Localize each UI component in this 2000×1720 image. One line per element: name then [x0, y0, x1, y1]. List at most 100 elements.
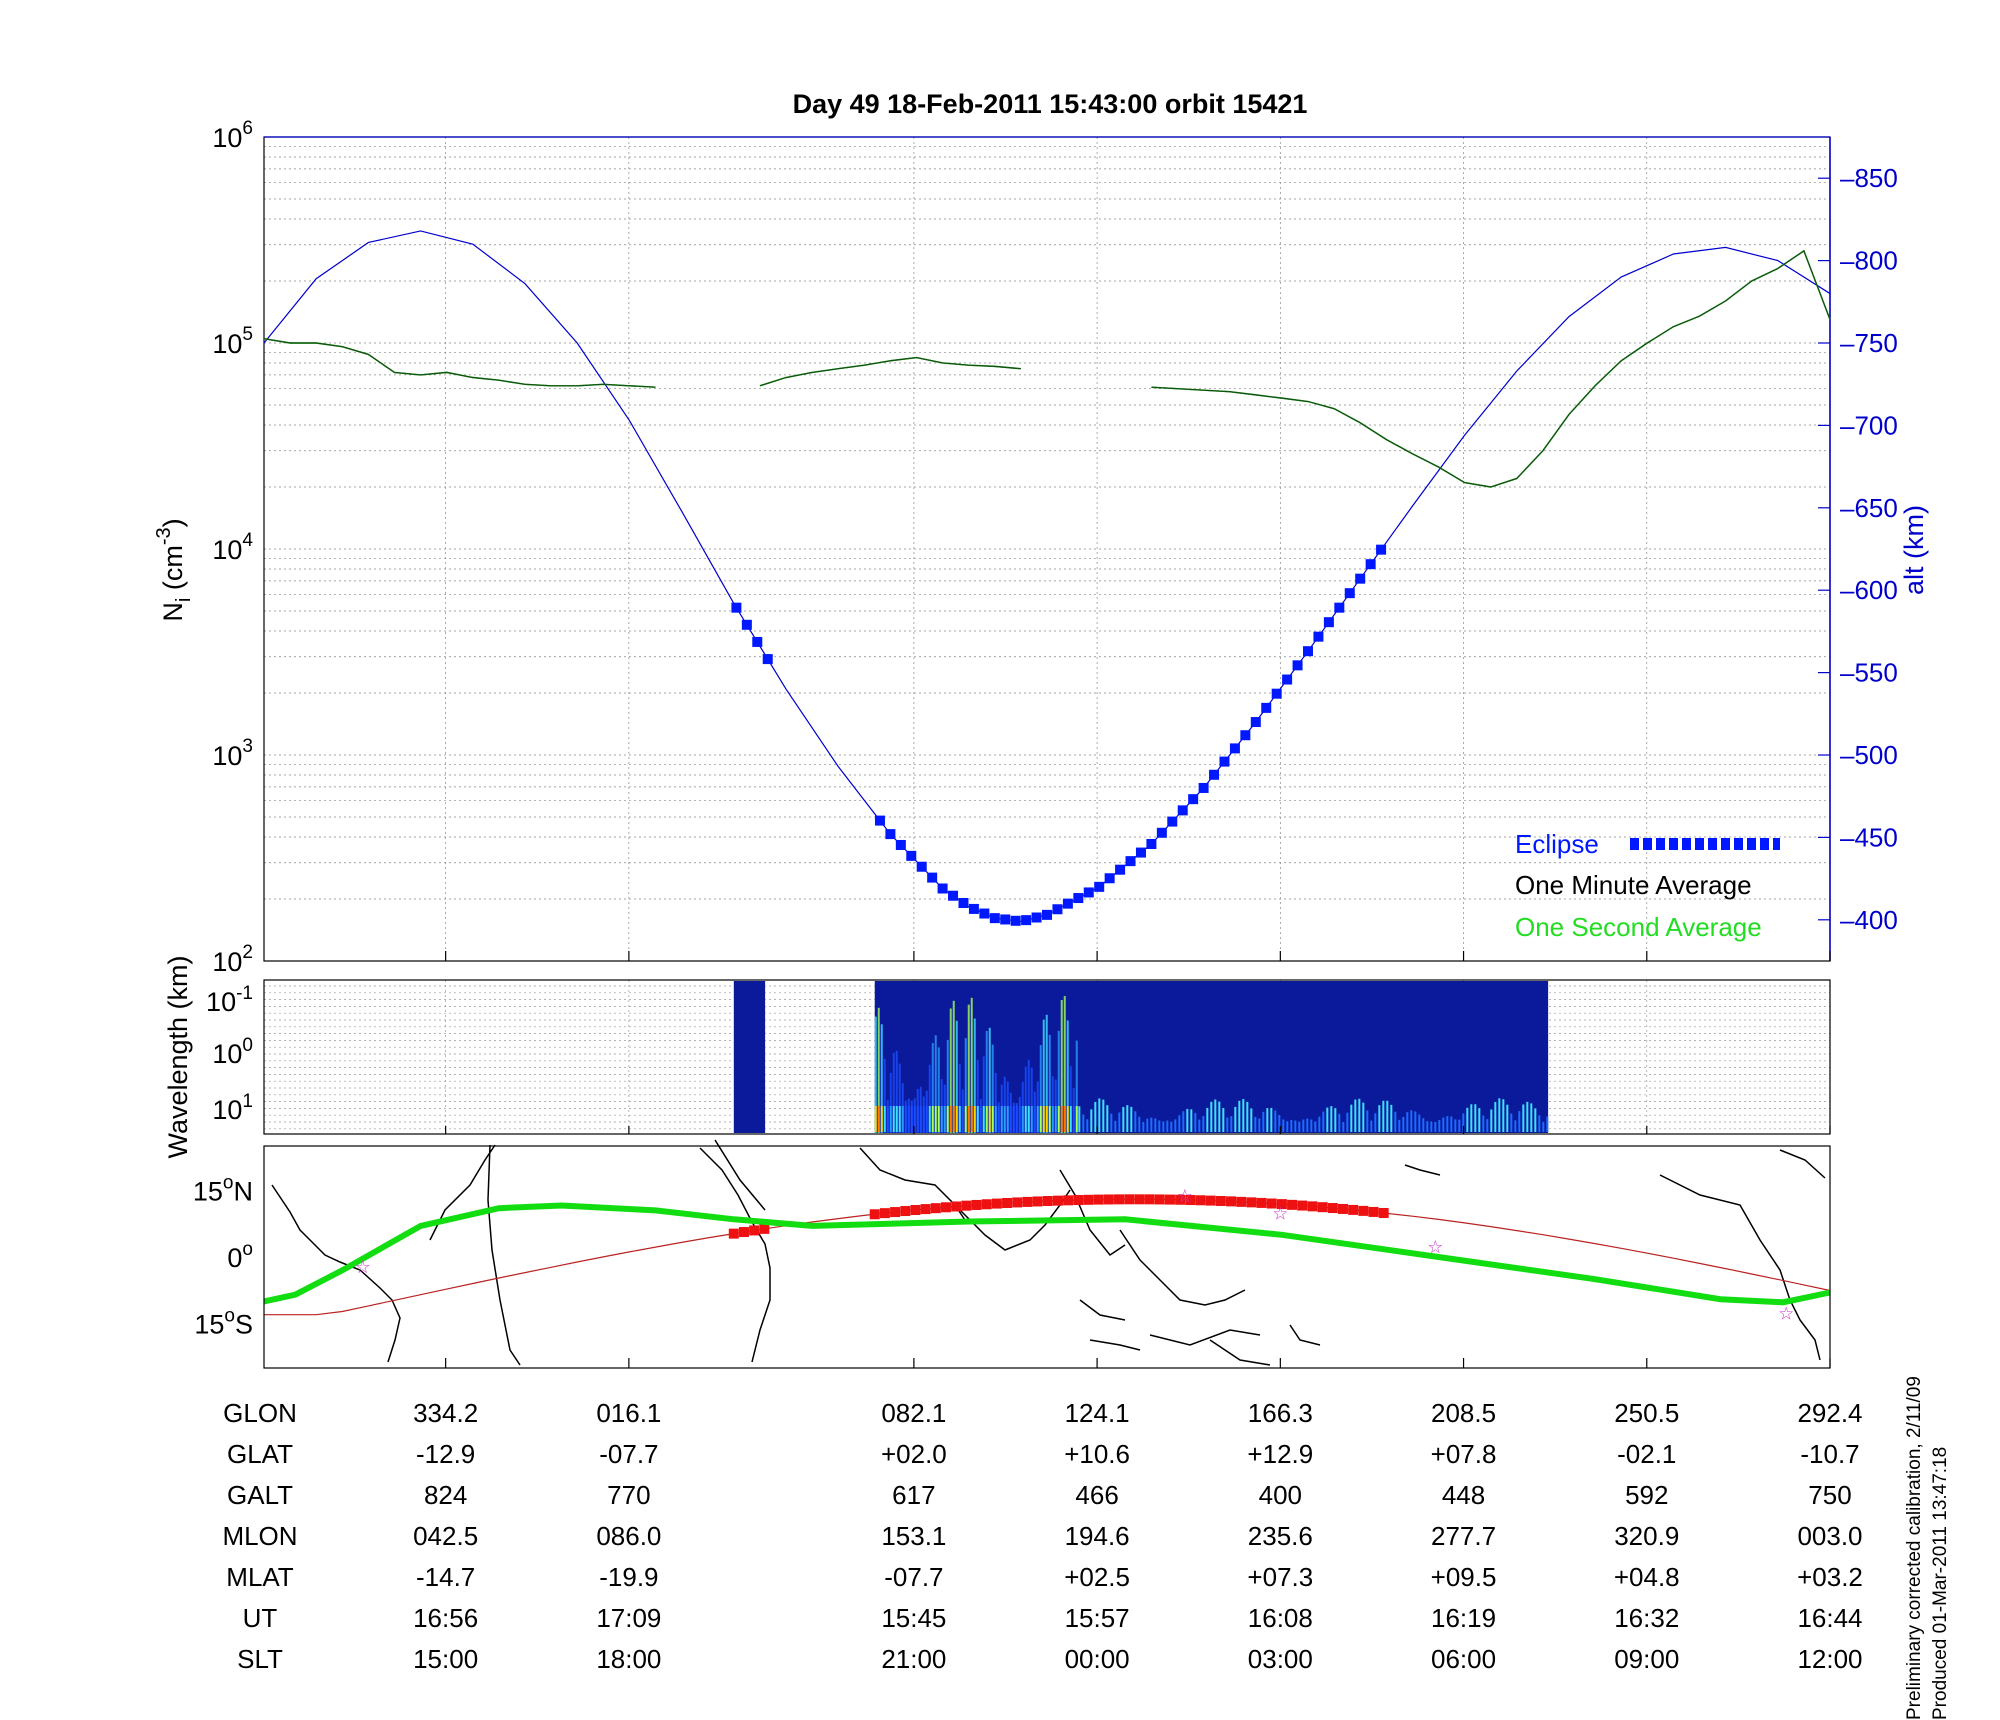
track-eclipse-marker — [1134, 1194, 1145, 1205]
spectrogram-streak — [1406, 1112, 1409, 1132]
density-y-tick-label: 104 — [212, 530, 253, 565]
spectrogram-streak — [955, 1020, 958, 1133]
eclipse-marker — [1209, 769, 1220, 780]
spectrogram-streak — [898, 1106, 901, 1132]
orbit-row-value: 466 — [1075, 1480, 1119, 1510]
star-marker: ☆ — [1177, 1186, 1193, 1207]
spectrogram-y-tick-label: 100 — [212, 1035, 253, 1069]
eclipse-marker — [731, 602, 742, 613]
track-eclipse-marker — [1012, 1197, 1023, 1208]
track-eclipse-marker — [1144, 1194, 1155, 1205]
spectrogram-streak — [1506, 1104, 1509, 1132]
spectrogram-streak — [1066, 1106, 1069, 1132]
spectrogram-streak — [1033, 1106, 1036, 1132]
shared-x-ticks — [445, 951, 1831, 1368]
eclipse-marker — [1094, 881, 1105, 892]
altitude-tick-label: –750 — [1840, 328, 1898, 358]
spectrogram-streak — [1518, 1111, 1521, 1132]
spectrogram-streak — [1346, 1112, 1349, 1132]
track-eclipse-marker — [1195, 1195, 1206, 1206]
spectrogram-streak — [1294, 1120, 1297, 1132]
star-marker: ☆ — [1272, 1204, 1288, 1225]
orbit-row-mlon: MLON 042.5 086.0 153.1 194.6 235.6 277.7 320.9 0… — [0, 1521, 2000, 1561]
spectrogram-streak — [1042, 1106, 1045, 1132]
eclipse-marker — [1376, 544, 1387, 555]
density-panel: 102 103 104 105 106 –400 –450 –500 –550 –600 –650… — [153, 118, 1929, 977]
orbit-row-name: SLT — [237, 1644, 283, 1674]
spectrogram-streak — [1422, 1118, 1425, 1132]
track-eclipse-marker — [1052, 1195, 1063, 1206]
spectrogram-streak — [982, 1056, 985, 1133]
orbit-row-value: 15:45 — [881, 1603, 947, 1633]
eclipse-marker — [1031, 912, 1042, 923]
altitude-tick-label: –600 — [1840, 575, 1898, 605]
spectrogram-streak — [1358, 1098, 1361, 1132]
eclipse-marker — [1250, 717, 1261, 728]
star-marker: ☆ — [1778, 1304, 1794, 1325]
spectrogram-streak — [1414, 1111, 1417, 1132]
spectrogram-streak — [1542, 1121, 1545, 1132]
orbit-row-glat: GLAT -12.9 -07.7 +02.0 +10.6 +12.9 +07.8 -02.1 -… — [0, 1439, 2000, 1479]
spectrogram-image — [733, 981, 1549, 1133]
orbit-row-value: -19.9 — [599, 1562, 659, 1592]
spectrogram-streak — [952, 1106, 955, 1132]
track-eclipse-marker — [1154, 1194, 1165, 1205]
spectrogram-streak — [1114, 1120, 1117, 1132]
spectrogram-streak — [1126, 1105, 1129, 1132]
eclipse-marker — [874, 815, 885, 826]
map-latitude-label: 0o — [227, 1239, 253, 1273]
orbit-row-name: UT — [242, 1603, 278, 1633]
spectrogram-streak — [1546, 1116, 1549, 1132]
eclipse-marker — [1219, 756, 1230, 767]
star-marker: ☆ — [355, 1257, 371, 1278]
track-eclipse-marker — [951, 1201, 962, 1212]
spectrogram-gridlines — [264, 980, 1831, 1134]
spectrogram-streak — [1006, 1106, 1009, 1132]
orbit-row-value: 824 — [423, 1480, 468, 1510]
one-minute-average-line — [1151, 249, 1831, 488]
spectrogram-streak — [1278, 1114, 1281, 1132]
spectrogram-streak — [1098, 1098, 1101, 1132]
one-second-average-line — [759, 356, 1021, 387]
map-latitude-ticks: 15oN 0o 15oS — [193, 1172, 253, 1339]
track-eclipse-marker — [1185, 1195, 1196, 1206]
spectrogram-streak — [1012, 1106, 1015, 1132]
spectrogram-streak — [1122, 1107, 1125, 1132]
eclipse-marker — [1240, 730, 1251, 741]
spectrogram-streak — [1438, 1119, 1441, 1132]
spectrogram-streak — [1398, 1119, 1401, 1132]
spectrogram-streak — [1009, 1106, 1012, 1132]
spectrogram-streak — [1242, 1099, 1245, 1132]
track-eclipse-marker — [1093, 1194, 1104, 1205]
spectrogram-streak — [1410, 1110, 1413, 1132]
spectrogram-streak — [1534, 1108, 1537, 1132]
eclipse-marker — [927, 872, 938, 883]
spectrogram-streak — [1045, 1106, 1048, 1132]
track-eclipse-marker — [1114, 1194, 1125, 1205]
spectrogram-streak — [1110, 1113, 1113, 1132]
spectrogram-streak — [1326, 1107, 1329, 1132]
spectrogram-streak — [991, 1106, 994, 1132]
eclipse-marker — [762, 654, 773, 665]
spectrogram-streak — [1270, 1107, 1273, 1132]
map-latitude-label: 15oS — [194, 1306, 253, 1340]
orbit-row-value: 086.0 — [596, 1521, 662, 1551]
spectrogram-streak — [1075, 1106, 1078, 1132]
spectrogram-streak — [1048, 1034, 1051, 1133]
orbit-row-value: 09:00 — [1614, 1644, 1680, 1674]
track-eclipse-marker — [961, 1200, 972, 1211]
spectrogram-streak — [931, 1106, 934, 1132]
eclipse-marker — [1156, 827, 1167, 838]
spectrogram-streak — [1174, 1119, 1177, 1132]
track-eclipse-marker — [1205, 1195, 1216, 1206]
orbit-row-name: MLON — [222, 1521, 298, 1551]
spectrogram-streak — [1042, 1019, 1045, 1133]
spectrogram-streak — [1350, 1104, 1353, 1132]
track-eclipse-marker — [1317, 1202, 1328, 1213]
spectrogram-streak — [1322, 1111, 1325, 1132]
spectrogram-streak — [1490, 1109, 1493, 1132]
orbit-row-name: MLAT — [226, 1562, 294, 1592]
spectrogram-streak — [1039, 1045, 1042, 1133]
track-eclipse-marker — [940, 1202, 951, 1213]
